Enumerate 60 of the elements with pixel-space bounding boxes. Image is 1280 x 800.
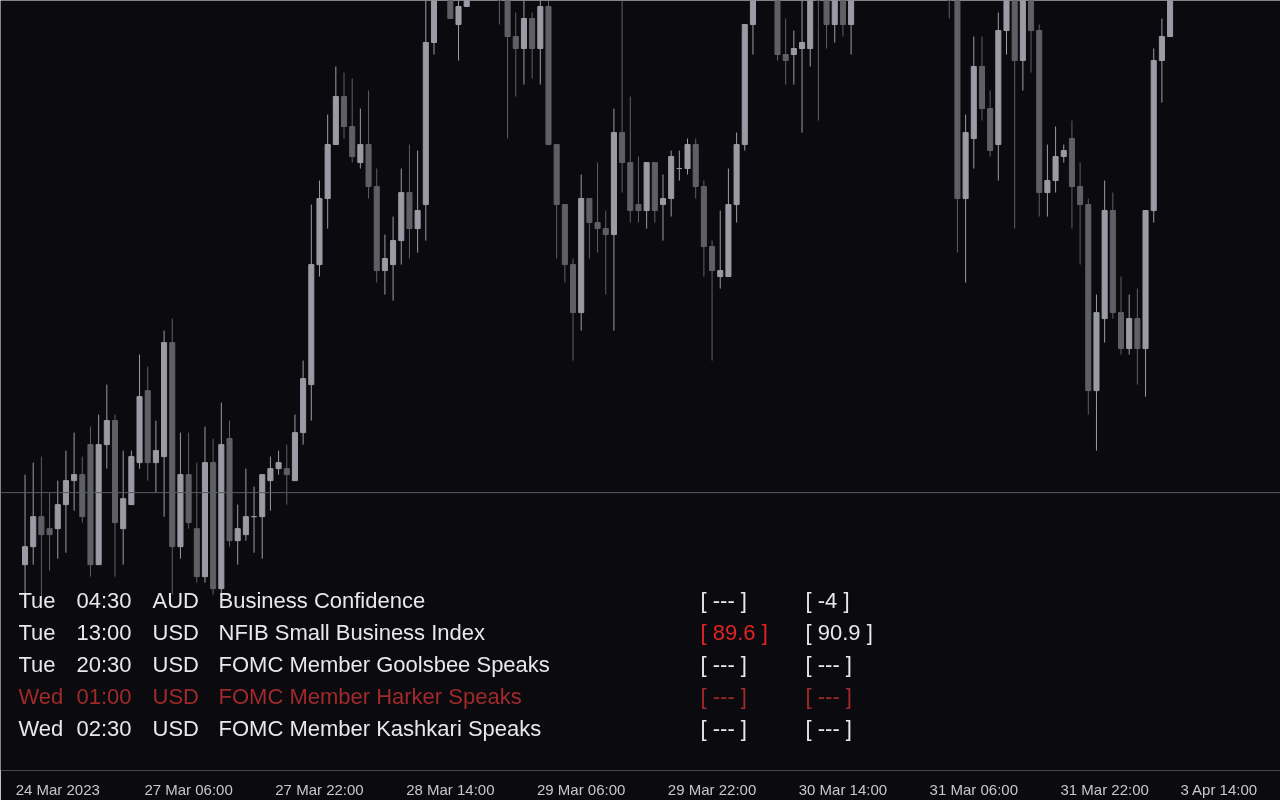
candlestick	[455, 0, 462, 62]
text: Wed	[18, 716, 64, 741]
x-tick-label: 29 Mar 06:00	[537, 780, 626, 798]
text: USD	[152, 716, 199, 741]
candlestick	[381, 234, 388, 296]
text: FOMC Member Goolsbee Speaks	[218, 652, 550, 677]
text: 02:30	[76, 716, 132, 741]
x-tick-label: 31 Mar 22:00	[1060, 780, 1149, 798]
x-tick-label: 30 Mar 14:00	[798, 780, 888, 798]
text: NFIB Small Business Index	[218, 620, 486, 645]
annotation: 04:30	[76, 588, 132, 613]
candlestick	[512, 12, 519, 98]
x-tick-label: 24 Mar 2023	[15, 780, 100, 798]
annotation: [ -4 ]	[805, 588, 850, 613]
x-tick-label: 27 Mar 22:00	[275, 780, 364, 798]
candlestick	[152, 420, 159, 494]
x-tick-label: 27 Mar 06:00	[144, 780, 233, 798]
text: FOMC Member Harker Speaks	[218, 684, 522, 709]
text: [ 89.6 ]	[700, 620, 768, 645]
candlestick	[799, 0, 806, 134]
text: [ --- ]	[700, 652, 747, 677]
candlestick	[1060, 144, 1067, 164]
text: Tue	[18, 620, 56, 645]
candlestick	[717, 210, 724, 290]
candlestick	[234, 504, 241, 566]
text: USD	[152, 652, 199, 677]
text: 01:00	[76, 684, 132, 709]
candlestick	[275, 450, 282, 476]
candlestick	[71, 432, 78, 512]
candlestick	[414, 150, 421, 254]
text: USD	[152, 620, 199, 645]
candlestick	[659, 174, 667, 242]
text: Tue	[18, 652, 56, 677]
text: [ --- ]	[700, 716, 747, 741]
candlestick	[242, 468, 249, 542]
candlestick	[790, 30, 797, 86]
candlestick	[357, 108, 364, 170]
candlestick	[684, 138, 691, 176]
text: 20:30	[76, 652, 132, 677]
candlestick	[267, 456, 274, 512]
text: USD	[152, 684, 199, 709]
candlestick	[1077, 162, 1084, 266]
annotation: AUD	[152, 588, 199, 613]
text: [ --- ]	[805, 716, 852, 741]
text: [ --- ]	[805, 652, 852, 677]
text: [ --- ]	[700, 684, 747, 709]
x-tick-label: 31 Mar 06:00	[929, 780, 1018, 798]
text: FOMC Member Kashkari Speaks	[218, 716, 542, 741]
x-tick-label: 3 Apr 14:00	[1180, 780, 1258, 798]
text: [ 90.9 ]	[805, 620, 873, 645]
x-tick-label: 29 Mar 22:00	[667, 780, 757, 798]
candlestick	[635, 156, 642, 224]
annotation: Tue	[18, 588, 56, 613]
text: 13:00	[76, 620, 132, 645]
text: [ --- ]	[805, 684, 852, 709]
text: Wed	[18, 684, 64, 709]
candlestick	[602, 210, 609, 296]
annotation: Business Confidence	[218, 588, 426, 613]
annotation: [ --- ]	[700, 588, 747, 613]
x-tick-label: 28 Mar 14:00	[406, 780, 495, 798]
